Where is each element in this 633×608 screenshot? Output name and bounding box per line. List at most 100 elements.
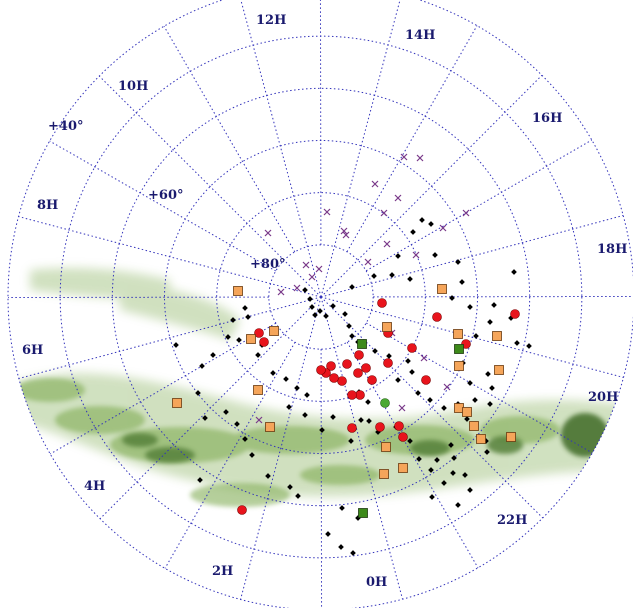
black-diamond-marker [428,467,434,473]
dec-circle [7,0,633,608]
black-diamond-marker [349,333,355,339]
black-diamond-marker [514,340,520,346]
black-diamond-marker [472,397,478,403]
black-diamond-marker [236,337,242,343]
black-diamond-marker [339,505,345,511]
purple-x-marker [364,258,372,266]
red-circle-marker [375,422,385,432]
orange-square-marker [398,463,408,473]
black-diamond-marker [365,399,371,405]
black-diamond-marker [415,390,421,396]
purple-x-marker [462,209,470,217]
ra-label-10h: 10H [118,79,148,94]
purple-x-marker [255,416,263,424]
red-circle-marker [347,423,357,433]
orange-square-marker [437,284,447,294]
ra-label-20h: 20H [588,390,618,405]
black-diamond-marker [395,377,401,383]
ra-label-4h: 4H [84,479,105,494]
black-diamond-marker [473,333,479,339]
red-circle-marker [354,350,364,360]
red-circle-marker [510,309,520,319]
red-circle-marker [259,337,269,347]
black-diamond-marker [309,304,315,310]
purple-x-marker [383,240,391,248]
dec-label-40: +40° [48,119,83,134]
black-diamond-marker [432,252,438,258]
black-diamond-marker [234,421,240,427]
black-diamond-marker [283,376,289,382]
orange-square-marker [506,432,516,442]
red-circle-marker [329,373,339,383]
purple-x-marker [340,227,348,235]
red-circle-marker [367,375,377,385]
black-diamond-marker [242,436,248,442]
red-circle-marker [353,368,363,378]
ra-line [163,25,296,253]
black-diamond-marker [487,401,493,407]
black-diamond-marker [294,385,300,391]
ra-line [346,25,478,253]
black-diamond-marker [467,487,473,493]
black-diamond-marker [242,305,248,311]
black-diamond-marker [455,502,461,508]
green-square-marker [454,344,464,354]
black-diamond-marker [419,217,425,223]
ra-line [99,296,322,520]
purple-x-marker [342,231,350,239]
black-diamond-marker [325,531,331,537]
black-diamond-marker [302,412,308,418]
black-diamond-marker [405,358,411,364]
black-diamond-marker [312,312,318,318]
black-diamond-marker [317,308,323,314]
black-diamond-marker [210,352,216,358]
black-diamond-marker [346,323,352,329]
ra-line [320,296,404,600]
black-diamond-marker [265,473,271,479]
purple-x-marker [420,354,428,362]
black-diamond-marker [484,449,490,455]
purple-x-marker [398,404,406,412]
green-square-marker [357,339,367,349]
black-diamond-marker [348,438,354,444]
red-circle-marker [237,505,247,515]
black-diamond-marker [323,313,329,319]
purple-x-marker [394,194,402,202]
ra-label-14h: 14H [405,28,435,43]
ra-label-8h: 8H [37,198,58,213]
purple-x-marker [323,208,331,216]
red-circle-marker [342,359,352,369]
ra-line [49,322,277,455]
red-circle-marker [254,328,264,338]
black-diamond-marker [464,416,470,422]
ra-line [18,296,322,380]
black-diamond-marker [287,484,293,490]
black-diamond-marker [407,438,413,444]
ra-labels: 0H 2H 4H 6H 8H 10H 12H 14H 16H 18H 20H 2… [22,13,627,590]
black-diamond-marker [526,343,532,349]
black-diamond-marker [338,544,344,550]
black-diamond-marker [304,392,310,398]
black-diamond-marker [202,415,208,421]
red-circle-marker [326,361,336,371]
black-diamond-marker [319,427,325,433]
ra-line [365,322,593,454]
black-diamond-marker [302,287,308,293]
ra-line [49,140,277,272]
ra-line [365,139,593,272]
black-diamond-marker [455,259,461,265]
black-diamond-marker [428,221,434,227]
black-diamond-marker [441,480,447,486]
purple-x-marker [439,224,447,232]
purple-x-marker [315,265,323,273]
ra-label-22h: 22H [497,513,527,528]
purple-x-marker [302,261,310,269]
black-diamond-marker [255,352,261,358]
red-circle-marker [383,358,393,368]
black-diamond-marker [511,269,517,275]
black-diamond-marker [389,272,395,278]
ra-line [164,341,296,569]
black-diamond-marker [197,477,203,483]
black-diamond-marker [349,284,355,290]
